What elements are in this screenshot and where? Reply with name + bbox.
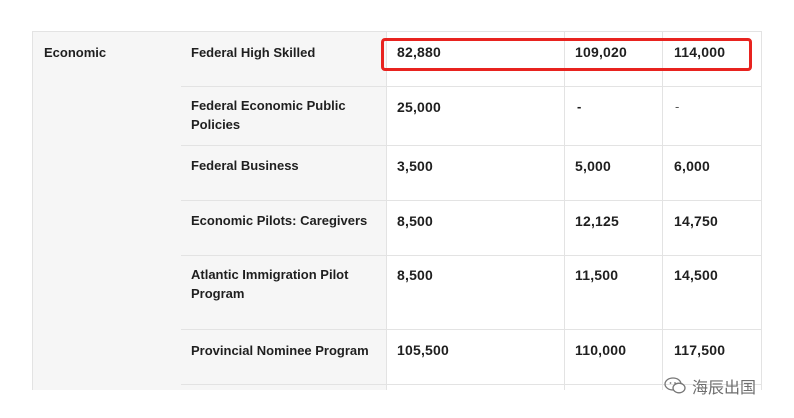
value-year-3: 6,000 [674, 158, 711, 174]
column-divider [662, 32, 663, 390]
watermark-text: 海辰出国 [692, 378, 757, 397]
value-year-1: 8,500 [397, 267, 434, 283]
table-row: Federal Economic Public Policies 25,000 … [181, 87, 762, 146]
value-year-2: 5,000 [575, 158, 612, 174]
value-year-2: 109,020 [575, 44, 628, 60]
category-label: Economic [44, 45, 107, 60]
value-year-3: 14,500 [674, 267, 719, 283]
value-year-2: 12,125 [575, 213, 620, 229]
program-name: Provincial Nominee Program [191, 343, 369, 358]
program-name: Economic Pilots: Caregivers [191, 213, 368, 228]
table-row: Provincial Nominee Program 105,500 110,0… [181, 330, 762, 385]
immigration-levels-table: Economic Federal High Skilled 82,880 109… [32, 31, 762, 392]
value-year-3: - [675, 99, 680, 114]
value-year-1: 25,000 [397, 99, 442, 115]
program-name: Federal Economic Public Policies [191, 98, 346, 132]
table-row: Atlantic Immigration Pilot Program 8,500… [181, 256, 762, 330]
wechat-icon [664, 377, 686, 394]
value-year-1: 3,500 [397, 158, 434, 174]
value-year-3: 114,000 [674, 44, 726, 60]
value-year-3: 117,500 [674, 342, 726, 358]
program-name: Federal Business [191, 158, 299, 173]
program-name: Federal High Skilled [191, 45, 316, 60]
value-year-1: 8,500 [397, 213, 434, 229]
watermark: 海辰出国 [664, 374, 756, 398]
program-name: Atlantic Immigration Pilot Program [191, 267, 349, 301]
value-year-1: 82,880 [397, 44, 442, 60]
column-divider [564, 32, 565, 390]
value-year-2: 11,500 [575, 267, 619, 283]
column-divider [761, 32, 762, 390]
program-column [181, 32, 387, 390]
value-year-2: 110,000 [575, 342, 627, 358]
value-year-1: 105,500 [397, 342, 450, 358]
table-row: Economic Pilots: Caregivers 8,500 12,125… [181, 201, 762, 256]
value-year-3: 14,750 [674, 213, 719, 229]
highlight-box [381, 38, 752, 71]
category-cell: Economic [32, 32, 182, 390]
table-row: Federal Business 3,500 5,000 6,000 [181, 146, 762, 201]
table-row: Federal High Skilled 82,880 109,020 114,… [181, 32, 762, 87]
value-year-2: - [577, 99, 582, 114]
